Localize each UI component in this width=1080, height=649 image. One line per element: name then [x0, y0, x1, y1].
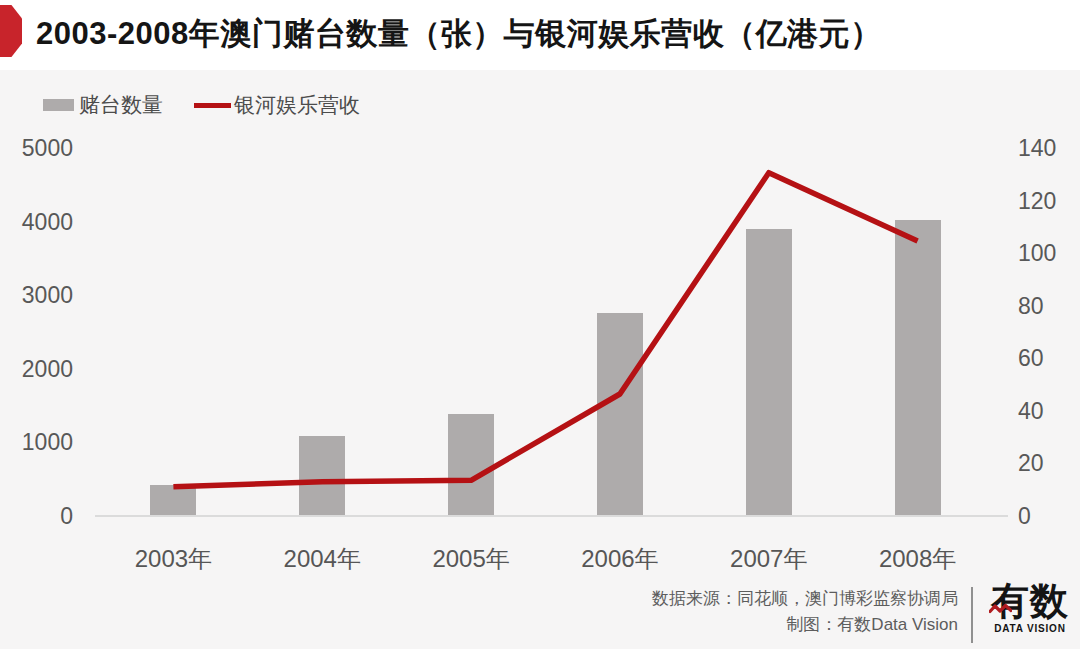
logo-cn-text: 有数 — [986, 580, 1074, 622]
right-tick-60: 60 — [1018, 346, 1044, 370]
right-tick-100: 100 — [1018, 241, 1056, 265]
credit-line: 制图：有数Data Vision — [652, 612, 958, 638]
legend-label-bars: 赌台数量 — [79, 91, 163, 119]
left-tick-0: 0 — [0, 504, 73, 528]
right-tick-0: 0 — [1018, 504, 1031, 528]
right-tick-80: 80 — [1018, 294, 1044, 318]
right-tick-40: 40 — [1018, 399, 1044, 423]
left-tick-3000: 3000 — [0, 283, 73, 307]
legend-label-line: 银河娱乐营收 — [234, 91, 360, 119]
left-tick-5000: 5000 — [0, 136, 73, 160]
footer-divider — [971, 587, 973, 643]
x-label-2003年: 2003年 — [103, 543, 243, 575]
plot-area — [99, 148, 992, 516]
red-badge-icon — [0, 5, 22, 57]
x-label-2008年: 2008年 — [848, 543, 988, 575]
x-label-2004年: 2004年 — [252, 543, 392, 575]
brand-logo: 有数 DATA VISION — [986, 580, 1074, 634]
chart-page: 2003-2008年澳门赌台数量（张）与银河娱乐营收（亿港元） 赌台数量 银河娱… — [0, 0, 1080, 649]
bar-swatch-icon — [43, 99, 74, 111]
right-tick-140: 140 — [1018, 136, 1056, 160]
chart-legend: 赌台数量 银河娱乐营收 — [43, 93, 360, 117]
x-label-2005年: 2005年 — [401, 543, 541, 575]
title-band: 2003-2008年澳门赌台数量（张）与银河娱乐营收（亿港元） — [0, 0, 1080, 70]
page-title: 2003-2008年澳门赌台数量（张）与银河娱乐营收（亿港元） — [36, 13, 882, 55]
right-tick-120: 120 — [1018, 189, 1056, 213]
left-tick-1000: 1000 — [0, 430, 73, 454]
x-label-2007年: 2007年 — [699, 543, 839, 575]
logo-characters: 有数 — [991, 580, 1069, 622]
revenue-line — [173, 173, 917, 487]
footer-credits: 数据来源：同花顺，澳门博彩监察协调局 制图：有数Data Vision — [652, 586, 958, 638]
x-axis-line — [95, 515, 1008, 517]
legend-item-bars: 赌台数量 — [43, 91, 163, 119]
left-tick-2000: 2000 — [0, 357, 73, 381]
logo-zigzag-icon — [989, 603, 1012, 614]
left-tick-4000: 4000 — [0, 210, 73, 234]
legend-item-line: 银河娱乐营收 — [194, 91, 360, 119]
logo-en-text: DATA VISION — [986, 623, 1074, 634]
line-swatch-icon — [194, 103, 231, 108]
right-tick-20: 20 — [1018, 451, 1044, 475]
data-source-line: 数据来源：同花顺，澳门博彩监察协调局 — [652, 586, 958, 612]
line-series — [99, 148, 992, 516]
x-label-2006年: 2006年 — [550, 543, 690, 575]
